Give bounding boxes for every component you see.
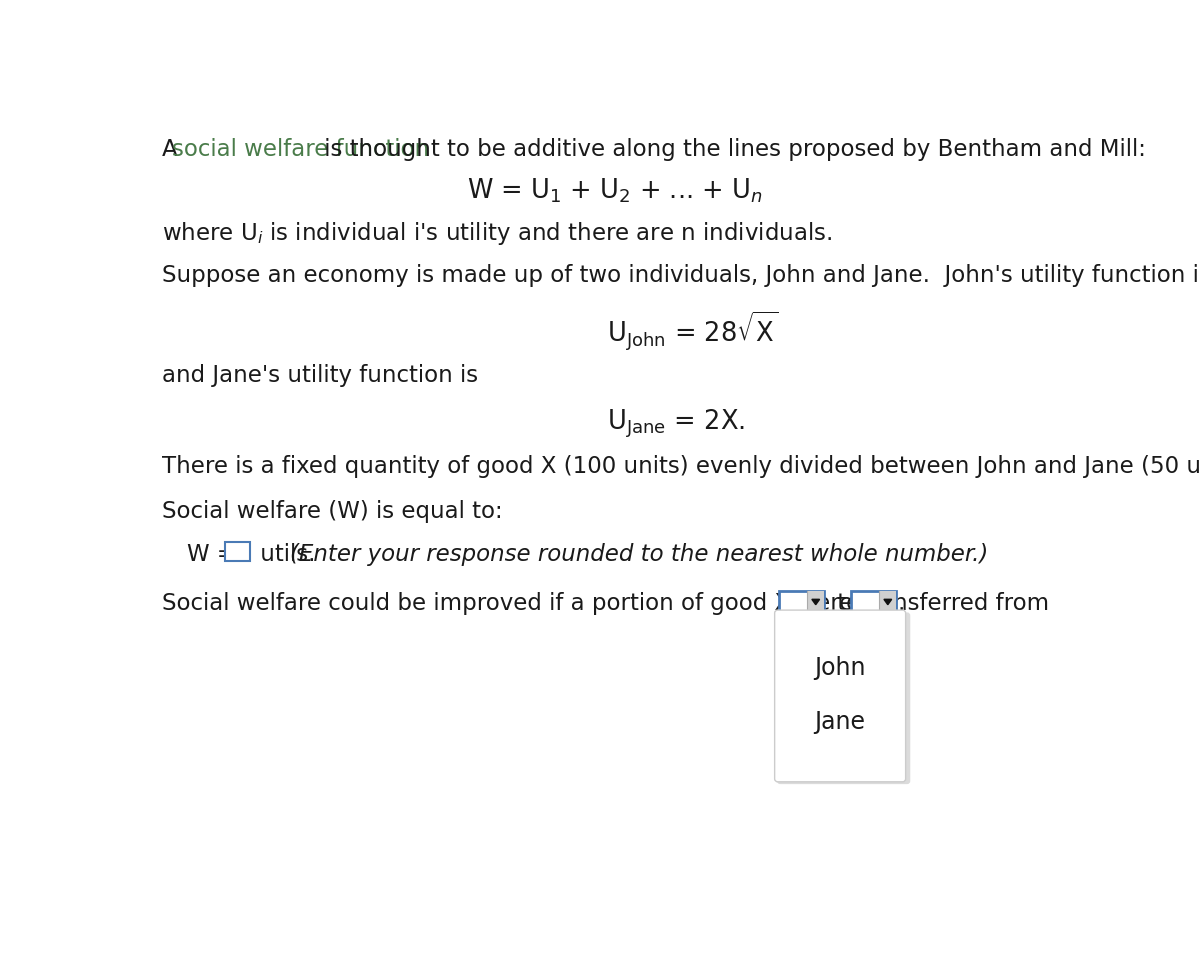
- FancyBboxPatch shape: [775, 610, 906, 782]
- Text: is thought to be additive along the lines proposed by Bentham and Mill:: is thought to be additive along the line…: [317, 138, 1146, 161]
- Text: U$_{\mathregular{Jane}}$ = 2X.: U$_{\mathregular{Jane}}$ = 2X.: [607, 408, 745, 440]
- Bar: [808, 590, 824, 613]
- Bar: [851, 590, 896, 613]
- Polygon shape: [884, 599, 892, 605]
- Text: W = U$_1$ + U$_2$ + ... + U$_n$: W = U$_1$ + U$_2$ + ... + U$_n$: [467, 177, 763, 205]
- Polygon shape: [812, 599, 820, 605]
- Text: and Jane's utility function is: and Jane's utility function is: [162, 364, 478, 387]
- Text: John: John: [815, 655, 866, 680]
- Text: Social welfare (W) is equal to:: Social welfare (W) is equal to:: [162, 500, 503, 523]
- Bar: [880, 590, 896, 613]
- Text: social welfare function: social welfare function: [172, 138, 428, 161]
- Text: where U$_i$ is individual i's utility and there are n individuals.: where U$_i$ is individual i's utility an…: [162, 220, 832, 248]
- Text: There is a fixed quantity of good X (100 units) evenly divided between John and : There is a fixed quantity of good X (100…: [162, 455, 1200, 479]
- Text: to: to: [829, 592, 860, 616]
- Text: .: .: [898, 592, 905, 616]
- Text: (Enter your response rounded to the nearest whole number.): (Enter your response rounded to the near…: [290, 543, 989, 566]
- Bar: [226, 543, 250, 561]
- Text: W =: W =: [187, 543, 244, 566]
- Bar: [779, 590, 824, 613]
- Text: Social welfare could be improved if a portion of good X were transferred from: Social welfare could be improved if a po…: [162, 592, 1049, 616]
- Text: Suppose an economy is made up of two individuals, John and Jane.  John's utility: Suppose an economy is made up of two ind…: [162, 264, 1200, 287]
- FancyBboxPatch shape: [776, 613, 911, 785]
- Text: U$_{\mathregular{John}}$ = 28$\sqrt{\mathregular{X}}$: U$_{\mathregular{John}}$ = 28$\sqrt{\mat…: [607, 309, 779, 352]
- Text: utils.: utils.: [253, 543, 330, 566]
- Text: Jane: Jane: [815, 711, 865, 734]
- Text: A: A: [162, 138, 185, 161]
